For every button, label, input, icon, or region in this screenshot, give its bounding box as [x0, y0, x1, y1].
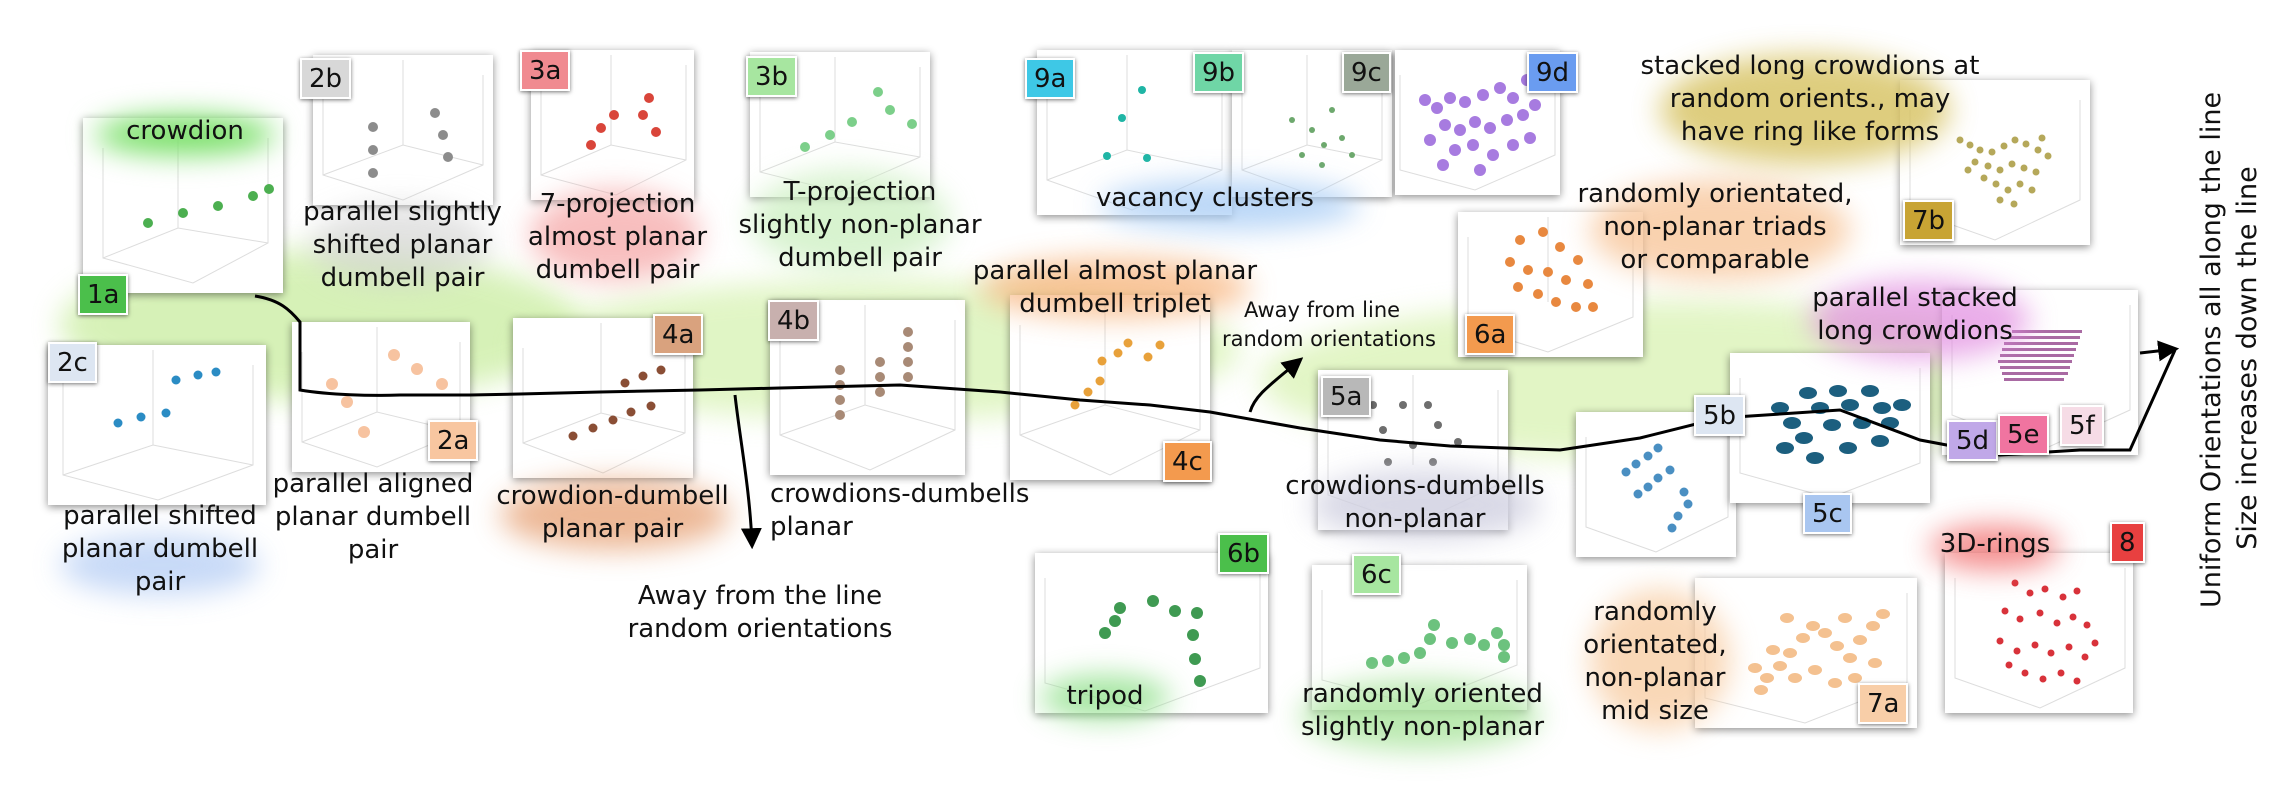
panel-5c: [1730, 353, 1930, 503]
label-glow-2b: [310, 205, 490, 285]
panel-2c: [48, 345, 266, 505]
badge-9a: 9a: [1025, 58, 1076, 99]
label-glow-5a: [1310, 470, 1540, 540]
label-2a-text: parallel aligned planar dumbell pair: [272, 469, 474, 565]
label-away-long-text: Away from the line random orientations: [627, 581, 893, 644]
label-3a-text: 7-projection almost planar dumbell pair: [527, 189, 708, 285]
label-2c: parallel shifted planar dumbell pair: [45, 500, 275, 599]
label-1a: crowdion: [126, 116, 244, 146]
label-3b: T-projection slightly non-planar dumbell…: [735, 176, 985, 275]
scatter-plot-9d: [1399, 65, 1556, 191]
label-8: 3D-rings: [1939, 529, 2051, 559]
badge-6b: 6b: [1218, 533, 1270, 574]
badge-3b: 3b: [746, 56, 798, 97]
label-7b: stacked long crowdions at random orients…: [1625, 50, 1995, 149]
label-7a: randomly orientated, non-planar mid size: [1580, 596, 1730, 728]
label-6a-text: randomly orientated, non-planar triads o…: [1577, 179, 1853, 275]
panel-8: [1945, 553, 2133, 713]
scatter-plot-3a: [540, 55, 687, 196]
badge-2a: 2a: [428, 420, 479, 461]
label-glow-7b: [1660, 55, 1950, 165]
badge-4a: 4a: [653, 314, 704, 355]
label-glow-6c: [1300, 680, 1540, 750]
label-glow-6a: [1590, 180, 1850, 280]
scatter-plot-7b: [1909, 100, 2081, 241]
badge-9b: 9b: [1193, 52, 1245, 93]
label-glow-3b: [750, 170, 950, 270]
badge-1a: 1a: [78, 274, 129, 315]
label-6c: randomly oriented slightly non-planar: [1285, 678, 1560, 744]
label-5def-text: parallel stacked long crowdions: [1812, 283, 2018, 346]
label-glow-2c: [60, 535, 260, 595]
label-glow-1a: [95, 115, 275, 155]
badge-5b: 5b: [1694, 395, 1746, 436]
label-glow-6b: [1040, 675, 1170, 720]
scatter-plot-1a: [102, 128, 274, 284]
label-3b-text: T-projection slightly non-planar dumbell…: [738, 177, 982, 273]
label-2a: parallel aligned planar dumbell pair: [258, 468, 488, 567]
badge-6a: 6a: [1465, 314, 1516, 355]
badge-5c: 5c: [1803, 493, 1852, 534]
badge-3a: 3a: [520, 50, 571, 91]
label-glow-9: [1100, 180, 1360, 230]
label-away-long: Away from the line random orientations: [605, 580, 915, 646]
badge-8: 8: [2110, 522, 2145, 563]
badge-9c: 9c: [1342, 52, 1391, 93]
label-2b-text: parallel slightly shifted planar dumbell…: [303, 197, 502, 293]
badge-4b: 4b: [768, 300, 820, 341]
label-5a: crowdions-dumbells non-planar: [1275, 470, 1555, 536]
label-7b-text: stacked long crowdions at random orients…: [1640, 51, 1980, 147]
label-glow-4a: [500, 480, 730, 550]
scatter-plot-5c: [1739, 368, 1921, 499]
scatter-plot-2b: [322, 60, 484, 201]
scatter-plot-2c: [62, 350, 254, 501]
scatter-plot-8: [1954, 568, 2126, 709]
arrow-right-end: [2139, 340, 2180, 362]
label-away-short-text: Away from line random orientations: [1222, 298, 1436, 351]
label-6a: randomly orientated, non-planar triads o…: [1565, 178, 1865, 277]
label-glow-3a: [530, 190, 700, 280]
badge-5e: 5e: [1998, 414, 2049, 455]
label-5def: parallel stacked long crowdions: [1790, 282, 2040, 348]
label-6c-text: randomly oriented slightly non-planar: [1300, 679, 1545, 742]
label-glow-7a: [1590, 590, 1730, 730]
label-glow-8: [1930, 525, 2060, 570]
label-away-short: Away from line random orientations: [1222, 296, 1436, 354]
label-4b-text: crowdions-dumbells planar: [770, 479, 1030, 542]
label-6b: tripod: [1066, 681, 1144, 711]
label-4b: crowdions-dumbells planar: [770, 478, 1030, 544]
badge-5f: 5f: [2060, 405, 2104, 446]
label-4a: crowdion-dumbell planar pair: [485, 480, 740, 546]
badge-9d: 9d: [1527, 52, 1579, 93]
label-vacancy-clusters: vacancy clusters: [1096, 183, 1314, 213]
right-caption: Uniform Orientations all along the line …: [2194, 91, 2270, 608]
label-2b: parallel slightly shifted planar dumbell…: [295, 196, 510, 295]
scatter-plot-7a: [1704, 593, 1908, 724]
label-3a: 7-projection almost planar dumbell pair: [520, 188, 715, 287]
badge-5a: 5a: [1321, 376, 1372, 417]
label-5a-text: crowdions-dumbells non-planar: [1285, 471, 1545, 534]
badge-2b: 2b: [300, 58, 352, 99]
badge-2c: 2c: [48, 342, 97, 383]
badge-7b: 7b: [1903, 200, 1955, 241]
label-4a-text: crowdion-dumbell planar pair: [496, 481, 729, 544]
right-caption-text: Uniform Orientations all along the line …: [2196, 91, 2263, 608]
label-7a-text: randomly orientated, non-planar mid size: [1583, 597, 1727, 726]
badge-4c: 4c: [1163, 441, 1212, 482]
badge-6c: 6c: [1352, 554, 1401, 595]
badge-7a: 7a: [1858, 683, 1909, 724]
badge-5d: 5d: [1947, 420, 1999, 461]
label-2c-text: parallel shifted planar dumbell pair: [61, 501, 259, 597]
